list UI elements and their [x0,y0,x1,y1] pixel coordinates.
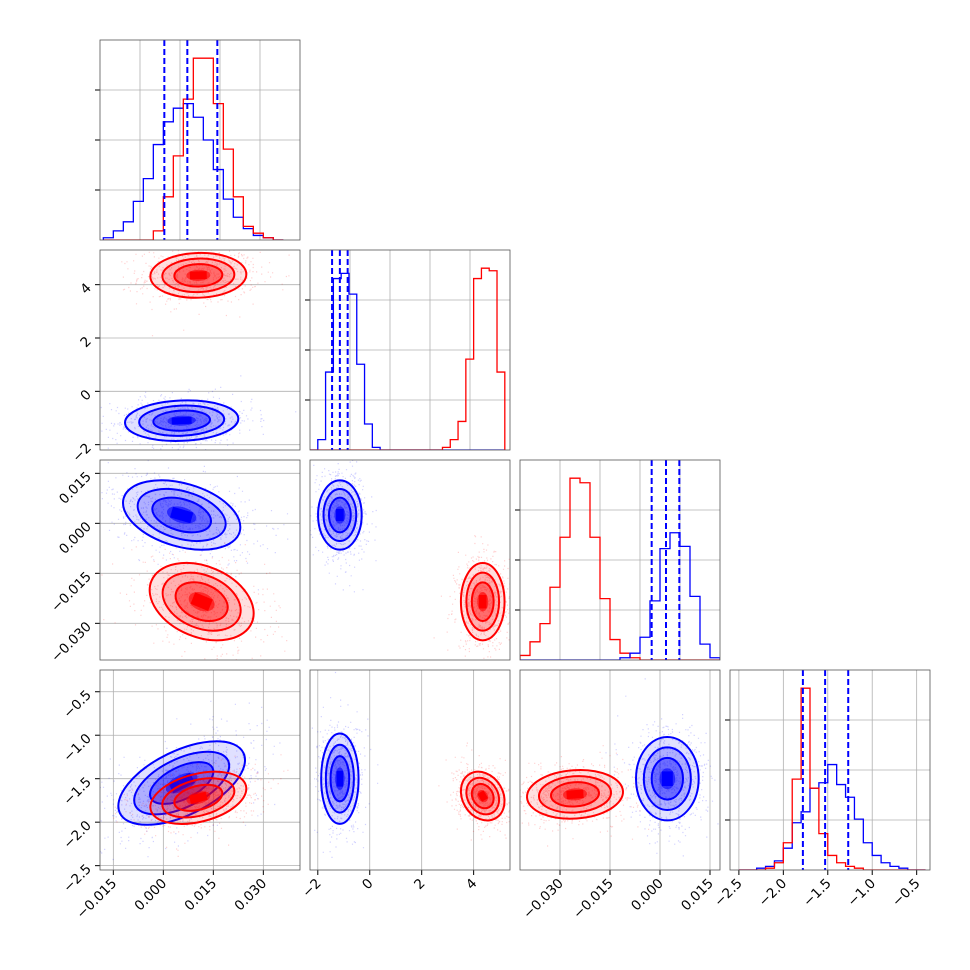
panel-frame [99,669,301,871]
panel-c10: −2 0 2 4 [69,249,301,466]
panel-frame [99,39,301,241]
density-core [171,416,192,425]
panel-frame [309,669,511,871]
y-tick-label: 4 [77,280,94,297]
panel-frame [309,459,511,661]
y-tick-label: −2.0 [60,818,94,852]
x-tick-label: −0.015 [570,876,617,923]
x-tick-label: 4 [463,876,480,893]
x-tick-label: 0.015 [182,876,221,915]
x-tick-label: 0.000 [628,876,667,915]
panel-plot-area [310,460,510,659]
density-core [169,506,194,524]
panel-plot-area [310,670,510,870]
x-tick-label: 0.030 [232,876,271,915]
x-tick-label: 2 [411,876,428,893]
histogram-step [310,267,506,450]
histogram-step [103,57,284,240]
x-tick-label: −1.0 [845,876,879,910]
density-core [188,791,208,804]
y-tick-label: 0.015 [56,469,95,508]
x-tick-label: 0 [359,876,376,893]
histogram-step [520,477,720,660]
y-tick-label: −2 [69,440,94,465]
density-core [661,771,673,786]
density-core [336,770,344,787]
panel-c30: −0.5−1.0−1.5−2.0−2.5−0.015 0.000 0.015 0.03… [60,669,301,922]
panel-frame [309,249,511,451]
panel-c20: 0.015 0.000 −0.015−0.030 [48,459,301,666]
panel-frame [519,669,721,871]
panel-plot-area [100,460,300,660]
y-tick-label: 2 [77,334,94,351]
scatter-points [438,742,510,841]
panel-plot-area [730,670,930,870]
y-tick-label: −1.0 [60,731,94,765]
density-core [566,789,584,800]
histogram-step [738,763,926,870]
density-core [190,592,213,612]
x-tick-label: −0.030 [520,876,567,923]
y-tick-label: −0.015 [48,569,95,616]
x-tick-label: −0.5 [889,876,923,910]
density-core [478,594,487,609]
histogram-step [102,102,284,240]
x-tick-label: −2 [299,876,324,901]
density-core [477,790,489,802]
y-tick-label: −2.5 [60,861,94,895]
panel-plot-area [100,670,300,870]
panel-h1 [305,249,511,451]
x-tick-label: −2.0 [756,876,790,910]
y-tick-label: −1.5 [60,774,94,808]
y-tick-label: −0.5 [60,687,94,721]
panel-h2 [515,459,721,661]
panel-frame [99,249,301,451]
x-tick-label: −1.5 [800,876,834,910]
panel-c31: −2 0 2 4 [299,669,511,901]
panel-plot-area [310,250,510,450]
panel-c32: −0.030 −0.015 0.000 0.015 [519,669,721,923]
histogram-step [738,687,926,870]
panel-plot-area [520,670,720,870]
panel-plot-area [100,40,300,240]
y-tick-label: 0.000 [56,519,95,558]
y-tick-label: 0 [77,387,94,404]
panel-plot-area [100,250,300,450]
panel-frame [99,459,301,661]
density-core [336,508,344,522]
x-tick-label: 0.015 [678,876,717,915]
panel-frame [519,459,721,661]
density-core [189,271,207,280]
histogram-step [310,272,505,450]
y-tick-label: −0.030 [48,619,95,666]
histogram-step [520,532,720,660]
x-tick-label: −2.5 [711,876,745,910]
panel-c21 [309,459,511,661]
panel-frame [729,669,931,871]
panel-h3: −2.5 −2.0 −1.5 −1.0 −0.5 [711,669,931,910]
x-tick-label: 0.000 [132,876,171,915]
panel-h0 [95,39,301,241]
panel-plot-area [520,460,720,660]
